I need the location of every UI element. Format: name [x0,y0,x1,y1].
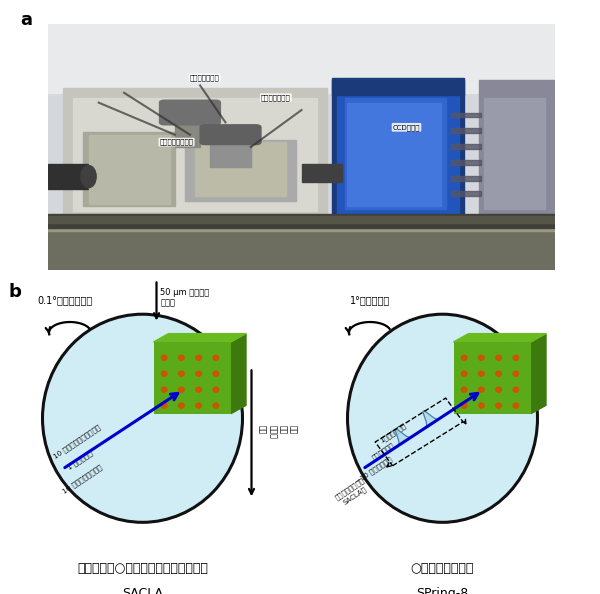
Bar [48,216,555,223]
Bar [89,135,170,204]
Circle shape [513,387,518,392]
Bar [48,214,555,228]
Bar [451,191,481,196]
Text: 10 フェムト秒パルス: 10 フェムト秒パルス [61,463,104,495]
Text: SPring-8: SPring-8 [416,587,469,594]
Text: 結晶交換ロボット: 結晶交換ロボット [160,139,194,146]
Circle shape [161,387,167,392]
Text: ~10 ピコ秒パルス: ~10 ピコ秒パルス [354,456,393,485]
Circle shape [179,371,184,376]
Circle shape [461,403,467,408]
Circle shape [496,355,502,361]
Text: 数パルス照射: 数パルス照射 [371,442,396,462]
Text: SACLA: SACLA [122,587,163,594]
Circle shape [196,355,202,361]
Text: ゴニオメーター: ゴニオメーター [261,94,290,101]
Ellipse shape [347,314,538,522]
Circle shape [479,387,484,392]
Bar [332,78,464,216]
Circle shape [461,387,467,392]
Circle shape [213,387,218,392]
Circle shape [179,403,184,408]
Circle shape [496,387,502,392]
Circle shape [196,403,202,408]
Circle shape [513,371,518,376]
Bar [479,80,555,216]
Bar [347,103,441,206]
Text: フェムト秒○線レーザー結晶構造解析: フェムト秒○線レーザー結晶構造解析 [77,562,208,575]
FancyBboxPatch shape [200,125,261,144]
Ellipse shape [43,314,242,522]
Polygon shape [423,411,442,429]
Text: フライオーダー: フライオーダー [190,75,220,81]
Text: 1 パルス照射: 1 パルス照射 [66,449,94,470]
Text: 1秒露光毎撮影: 1秒露光毎撮影 [378,422,407,444]
Text: 0.1°　回転毎照射: 0.1° 回転毎照射 [37,295,93,305]
Text: b: b [9,283,22,301]
Ellipse shape [81,166,96,188]
Circle shape [496,371,502,376]
Circle shape [461,371,467,376]
Bar [48,231,555,270]
Text: a: a [20,11,32,30]
Circle shape [161,403,167,408]
Bar [451,112,481,118]
Circle shape [213,355,218,361]
Circle shape [213,371,218,376]
Circle shape [496,403,502,408]
Circle shape [196,387,202,392]
Polygon shape [154,334,246,342]
Bar [451,144,481,149]
Bar [337,80,458,214]
Polygon shape [231,334,246,413]
Bar [451,128,481,133]
Bar [210,137,251,167]
Text: 50 μm 水平並進
毎照射: 50 μm 水平並進 毎照射 [161,288,210,308]
Circle shape [213,403,218,408]
Bar [48,216,555,231]
Circle shape [196,371,202,376]
Bar [332,80,464,95]
Bar [185,140,296,201]
Bar [48,24,555,93]
Text: 1°　回転毎秒: 1° 回転毎秒 [350,295,390,305]
Circle shape [479,403,484,408]
Bar [83,132,175,206]
Bar [195,142,286,196]
Circle shape [513,403,518,408]
Circle shape [479,371,484,376]
Circle shape [179,387,184,392]
Polygon shape [454,334,546,342]
Bar [451,160,481,165]
Polygon shape [395,429,414,447]
Circle shape [161,355,167,361]
Text: プランク回数１０
SACLA０: プランク回数１０ SACLA０ [334,477,371,508]
Circle shape [479,355,484,361]
Circle shape [161,371,167,376]
Bar [454,342,531,413]
Text: 単次
回折
像撮影
一枚: 単次 回折 像撮影 一枚 [257,425,298,439]
Bar [302,165,342,182]
Circle shape [179,355,184,361]
Text: ○線結晶構造解析: ○線結晶構造解析 [411,562,474,575]
FancyBboxPatch shape [160,100,220,125]
Polygon shape [531,334,546,413]
Bar [154,342,231,413]
Text: 10 フェムト秒露光毎撮影: 10 フェムト秒露光毎撮影 [53,423,102,460]
Bar [344,97,446,208]
Bar [48,165,89,189]
Bar [73,98,317,211]
Circle shape [513,355,518,361]
Circle shape [461,355,467,361]
Bar [175,110,200,147]
Bar [484,97,545,208]
Bar [451,176,481,181]
Text: CCD検出器: CCD検出器 [393,124,420,131]
Bar [63,88,327,216]
